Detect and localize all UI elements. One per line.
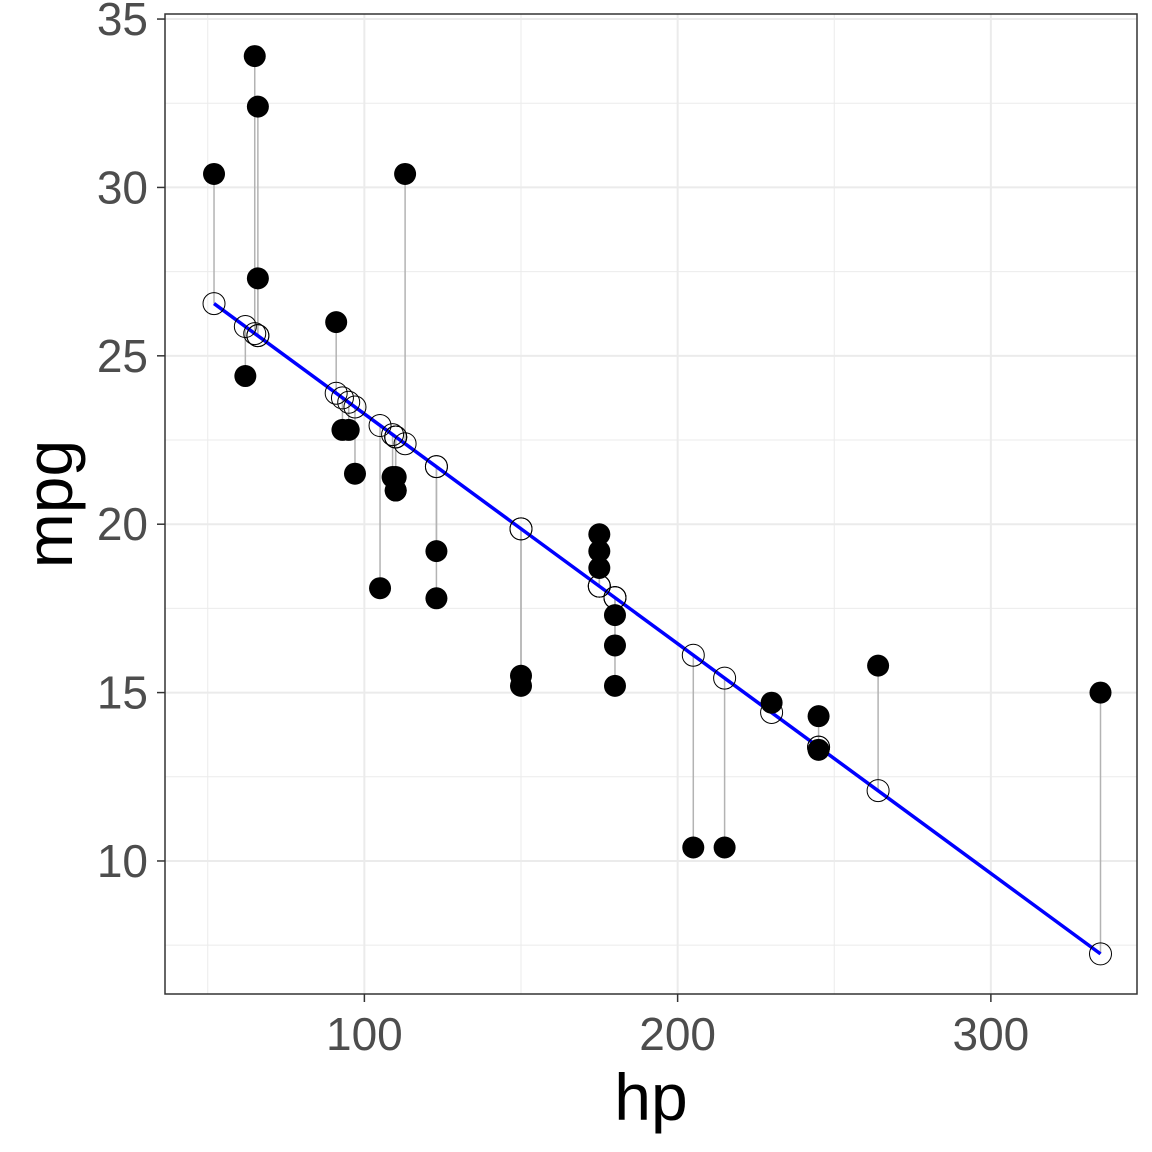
predicted-point [202,292,226,316]
observed-point [343,462,366,485]
predicted-point [243,322,267,346]
x-tick-label: 200 [639,1008,716,1060]
predicted-point [343,395,367,419]
observed-point [807,705,830,728]
predicted-point [337,390,361,414]
y-axis-title: mpg [12,440,86,568]
predicted-point [381,423,405,447]
observed-point [203,162,226,185]
predicted-point [424,455,448,479]
predicted-point [324,381,348,405]
fit-line [212,302,1102,956]
predicted-point [384,425,408,449]
observed-point [394,162,417,185]
x-axis-title: hp [614,1060,687,1134]
observed-point [425,587,448,610]
observed-points [203,45,1112,859]
observed-point [243,45,266,68]
observed-point [603,634,626,657]
observed-point [588,540,611,563]
y-tick-label: 35 [97,0,148,45]
y-tick-label: 30 [97,161,148,213]
observed-point [867,654,890,677]
observed-point [760,691,783,714]
observed-point [325,311,348,334]
predicted-point [713,666,737,690]
grid-major [165,14,1137,994]
observed-point [807,738,830,761]
predicted-point [246,324,270,348]
plot-background [165,14,1137,994]
predicted-point [681,643,705,667]
fit-line-group [212,302,1102,956]
observed-point [234,365,257,388]
panel-border [164,13,1138,995]
x-axis-ticks: 100 200 300 [326,994,1029,1060]
predicted-point [1089,942,1113,966]
observed-point [246,267,269,290]
observed-point [246,95,269,118]
y-tick-label: 10 [97,835,148,887]
observed-point [682,836,705,859]
predicted-point [330,386,354,410]
y-tick-label: 20 [97,498,148,550]
observed-point [1089,681,1112,704]
observed-point [713,836,736,859]
observed-point [425,540,448,563]
predicted-point [866,779,890,803]
x-tick-label: 100 [326,1008,403,1060]
observed-point [603,604,626,627]
observed-point [337,418,360,441]
predicted-point [233,315,257,339]
observed-point [603,674,626,697]
observed-point [381,466,404,489]
observed-point [588,523,611,546]
x-tick-label: 300 [952,1008,1029,1060]
predicted-point [509,517,533,541]
predicted-point [393,432,417,456]
observed-point [588,556,611,579]
y-tick-label: 15 [97,667,148,719]
y-axis-ticks: 10 15 20 25 30 35 [97,0,165,887]
observed-point [510,674,533,697]
observed-point [369,577,392,600]
predicted-point [368,414,392,438]
y-tick-label: 25 [97,330,148,382]
